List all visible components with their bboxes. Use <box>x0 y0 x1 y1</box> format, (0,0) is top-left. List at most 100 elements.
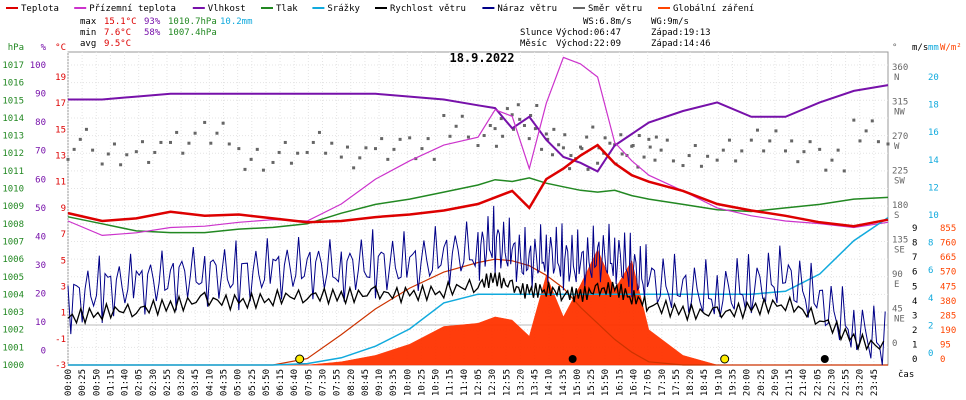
temp-axis-tick: 13 <box>55 152 66 162</box>
point-smer <box>755 128 759 132</box>
info-ws: WS:6.8m/s <box>583 17 632 27</box>
temp-axis-tick: 7 <box>61 230 66 240</box>
point-smer <box>557 143 561 147</box>
point-smer <box>187 141 191 145</box>
point-smer <box>653 158 657 162</box>
dir-axis-tick: 180 <box>892 201 908 211</box>
wm2-axis-unit: W/m² <box>940 43 962 53</box>
dir-name: W <box>894 142 900 152</box>
point-smer <box>408 136 412 140</box>
wm2-axis-tick: 855 <box>940 224 956 234</box>
point-smer <box>237 147 241 151</box>
point-smer <box>540 147 544 151</box>
point-smer <box>476 144 480 148</box>
point-smer <box>432 157 436 161</box>
x-tick-label: 11:15 <box>446 369 456 396</box>
mm-axis-tick: 2 <box>928 321 933 331</box>
x-tick-label: 07:30 <box>318 369 328 396</box>
point-smer <box>386 157 390 161</box>
info-sunrise: Východ:06:47 <box>556 28 621 38</box>
x-tick-label: 22:05 <box>813 369 823 396</box>
point-smer <box>568 167 572 171</box>
point-smer <box>527 137 531 141</box>
x-tick-label: 22:55 <box>842 369 852 396</box>
stat-min-hum: 58% <box>144 28 161 38</box>
x-tick-label: 06:40 <box>290 369 300 396</box>
stat-avg-temp: 9.5°C <box>104 39 131 49</box>
x-tick-label: 05:25 <box>248 369 258 396</box>
ms-axis-tick: 0 <box>912 355 917 365</box>
point-smer <box>352 166 356 170</box>
point-smer <box>762 149 766 153</box>
point-smer <box>681 164 685 168</box>
mm-axis-tick: 8 <box>928 239 933 249</box>
x-tick-label: 01:15 <box>106 369 116 396</box>
pct-axis-tick: 50 <box>35 204 46 214</box>
point-smer <box>630 144 634 148</box>
point-smer <box>209 141 213 145</box>
x-tick-label: 02:05 <box>135 369 145 396</box>
legend-label: Rychlost větru <box>390 4 466 14</box>
series-rychlost <box>67 272 885 352</box>
wm2-axis-tick: 570 <box>940 268 956 278</box>
hpa-axis-tick: 1014 <box>2 114 24 124</box>
x-tick-label: 04:10 <box>205 369 215 396</box>
wm2-axis-tick: 380 <box>940 297 956 307</box>
point-smer <box>505 107 509 111</box>
hpa-axis-tick: 1017 <box>2 61 24 71</box>
point-smer <box>591 125 595 129</box>
stat-min-temp: 7.6°C <box>104 28 131 38</box>
ms-axis-tick: 3 <box>912 311 917 321</box>
mm-axis-unit: mm <box>928 43 939 53</box>
point-smer <box>317 130 321 134</box>
point-smer <box>603 136 607 140</box>
point-smer <box>734 159 738 163</box>
point-smer <box>358 156 362 160</box>
point-smer <box>516 103 520 107</box>
x-tick-label: 03:45 <box>191 369 201 396</box>
point-smer <box>153 150 157 154</box>
dir-axis-tick: 90 <box>892 270 903 280</box>
point-smer <box>261 168 265 172</box>
hpa-axis-tick: 1004 <box>2 290 24 300</box>
wm2-axis-tick: 665 <box>940 253 956 263</box>
point-smer <box>580 147 584 151</box>
point-smer <box>277 150 281 154</box>
x-tick-label: 06:15 <box>276 369 286 396</box>
info-moonrise: Východ:22:09 <box>556 39 621 49</box>
legend-label: Vlhkost <box>208 4 246 14</box>
point-smer <box>648 145 652 149</box>
mm-axis-tick: 16 <box>928 128 939 138</box>
point-smer <box>345 145 349 149</box>
sunset-marker <box>720 354 730 364</box>
dir-name: E <box>894 280 899 290</box>
stat-min-press: 1007.4hPa <box>168 28 217 38</box>
stat-max-rain: 10.2mm <box>220 17 253 27</box>
dir-axis-tick: 135 <box>892 236 908 246</box>
point-smer <box>852 118 856 122</box>
point-smer <box>550 153 554 157</box>
point-smer <box>529 113 533 117</box>
info-moonset: Západ:14:46 <box>651 39 711 49</box>
point-smer <box>802 150 806 154</box>
point-smer <box>140 140 144 144</box>
x-tick-label: 04:35 <box>220 369 230 396</box>
point-smer <box>824 168 828 172</box>
point-smer <box>488 124 492 128</box>
legend-label: Tlak <box>276 4 298 14</box>
hpa-axis-tick: 1012 <box>2 149 24 159</box>
x-tick-label: 18:20 <box>686 369 696 396</box>
x-tick-label: 15:25 <box>587 369 597 396</box>
point-smer <box>271 160 275 164</box>
x-tick-label: 13:20 <box>516 369 526 396</box>
hpa-axis-tick: 1016 <box>2 79 24 89</box>
point-smer <box>448 134 452 138</box>
x-tick-label: 03:20 <box>177 369 187 396</box>
point-smer <box>721 148 725 152</box>
dir-axis-tick: 225 <box>892 167 908 177</box>
point-smer <box>289 161 293 165</box>
grid <box>67 51 889 366</box>
point-smer <box>706 154 710 158</box>
point-smer <box>296 151 300 155</box>
point-smer <box>579 145 582 149</box>
